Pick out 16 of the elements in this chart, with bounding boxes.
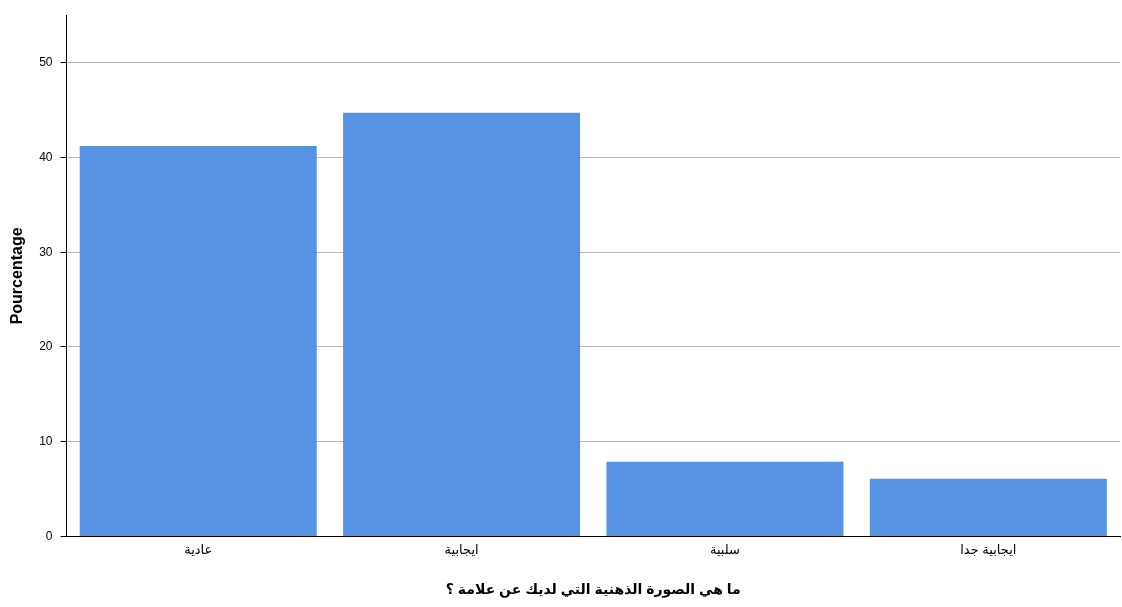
- bar: [606, 461, 844, 537]
- y-tick-label: 0: [45, 528, 53, 543]
- bar: [79, 146, 317, 537]
- bar: [869, 478, 1107, 537]
- x-tick-label: ايجابية: [444, 541, 479, 557]
- x-tick-label: عادية: [184, 541, 213, 557]
- y-tick-label: 30: [39, 244, 53, 259]
- y-axis-title: Pourcentage: [8, 227, 26, 325]
- bar: [343, 112, 581, 537]
- y-tick-label: 20: [39, 339, 53, 354]
- y-tick-label: 10: [39, 434, 53, 449]
- y-tick-label: 40: [39, 149, 53, 164]
- y-tick-label: 50: [39, 54, 53, 69]
- x-tick-label: سلبية: [709, 541, 740, 557]
- x-tick-label: ايجابية جدا: [960, 541, 1017, 557]
- x-axis-title: ما هي الصورة الذهنية التي لديك عن علامة ؟: [445, 581, 741, 599]
